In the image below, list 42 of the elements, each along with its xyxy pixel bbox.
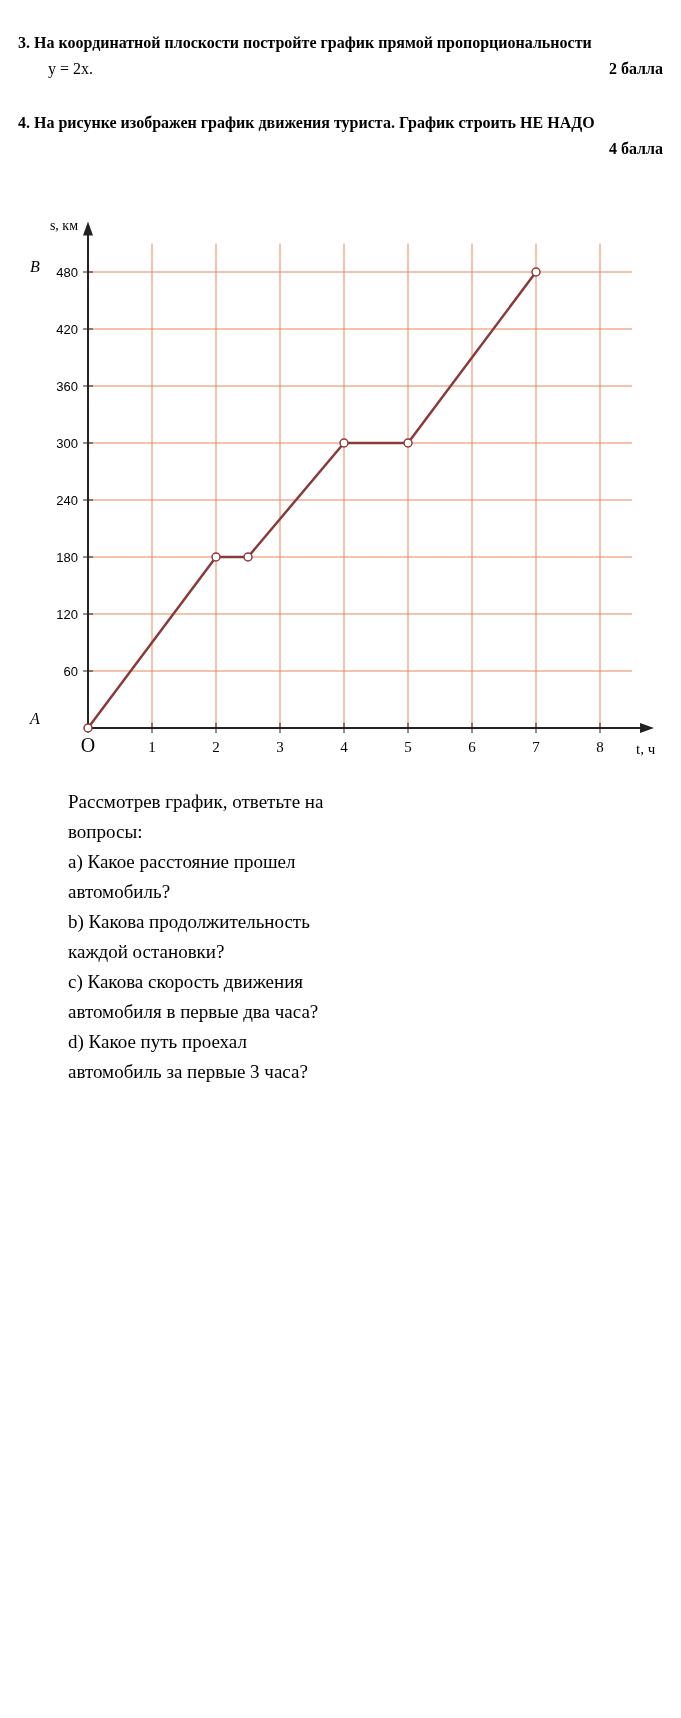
text: 4 балла: [608, 140, 663, 157]
x-tick-label: 4: [340, 739, 349, 755]
x-tick-label: 1: [148, 739, 156, 755]
point: [83, 723, 93, 733]
x-tick-label: 5: [404, 739, 412, 755]
text: A: [29, 710, 40, 727]
x-tick-label: O: [80, 734, 96, 756]
text: Рассмотрев график, ответьте на: [68, 791, 325, 812]
y-tick-label: 120: [56, 607, 78, 622]
text: a) Какое расстояние прошел: [68, 851, 297, 873]
y-tick-label: 60: [63, 664, 78, 679]
point: [339, 438, 349, 448]
y-tick-label: 180: [56, 550, 78, 565]
y-tick-label: 360: [56, 379, 78, 394]
text: 3. На координатной плоскости постройте график прямой пропорциональности: [18, 34, 592, 52]
x-axis-title: t, ч: [636, 741, 656, 757]
y-axis-title: s, км: [49, 217, 79, 233]
x-tick-label: 8: [596, 739, 604, 755]
text: d) Какое путь проехал: [68, 1031, 248, 1053]
y-tick-label: 480: [56, 265, 78, 280]
y-tick-label: 300: [56, 436, 78, 451]
x-tick-label: 3: [276, 739, 284, 755]
x-tick-label: 2: [212, 739, 220, 755]
point: [211, 552, 221, 562]
point: [403, 438, 413, 448]
point: [243, 552, 253, 562]
text: автомобиля в первые два часа?: [68, 1001, 319, 1022]
text: B: [30, 258, 40, 275]
text: автомобиль за первые 3 часа?: [68, 1061, 308, 1082]
text: каждой остановки?: [68, 941, 225, 962]
text: автомобиль?: [68, 881, 171, 902]
text: вопросы:: [68, 821, 143, 842]
x-tick-label: 7: [532, 739, 541, 755]
text: c) Какова скорость движения: [68, 971, 304, 993]
text: b) Какова продолжительность: [68, 911, 311, 933]
text: y = 2x.: [48, 60, 94, 78]
x-tick-label: 6: [468, 739, 477, 755]
chart-title: 4. На рисунке изображен график движения туриста. График строить НЕ НАДО: [18, 114, 595, 132]
text: 2 балла: [608, 60, 663, 77]
y-tick-label: 420: [56, 322, 78, 337]
y-tick-label: 240: [56, 493, 78, 508]
point: [531, 267, 541, 277]
